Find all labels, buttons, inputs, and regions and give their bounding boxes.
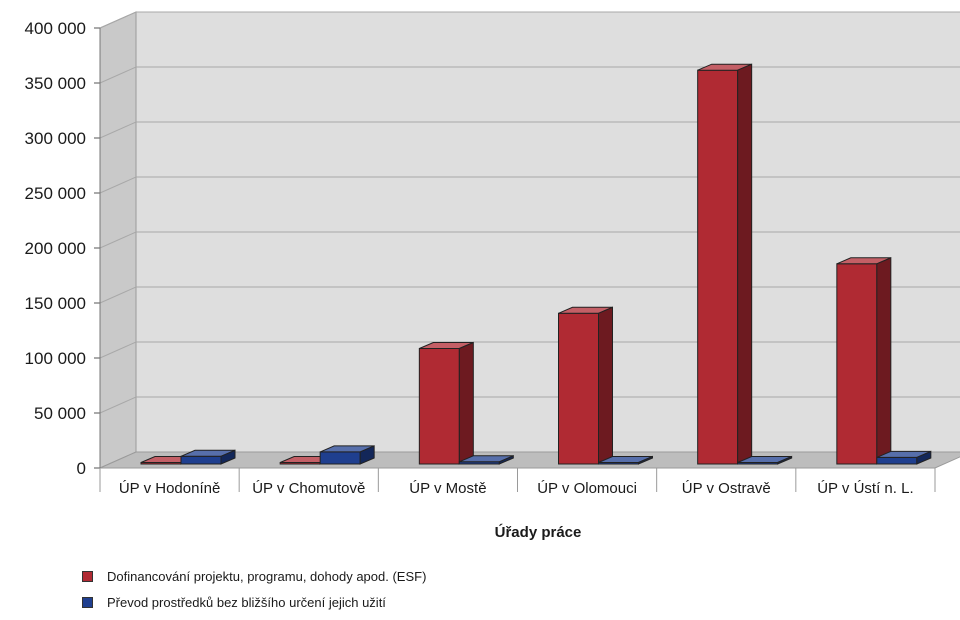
- bar-front: [418, 348, 460, 465]
- y-tick-label: 0: [77, 459, 86, 478]
- y-tick-label: 50 000: [34, 404, 86, 423]
- gridline: [99, 286, 960, 304]
- bar: [319, 445, 375, 465]
- x-tick-label: ÚP v Ostravě: [682, 480, 771, 497]
- bar: [180, 449, 236, 465]
- y-tick-label: 400 000: [25, 19, 86, 38]
- bar: [458, 455, 514, 465]
- legend-item: Převod prostředků bez bližšího určení je…: [82, 594, 426, 610]
- bar-side: [876, 257, 892, 465]
- y-tick-label: 300 000: [25, 129, 86, 148]
- bar-front: [836, 263, 878, 465]
- y-tick-label: 200 000: [25, 239, 86, 258]
- gridline: [99, 66, 960, 84]
- gridline: [99, 176, 960, 194]
- gridline: [99, 231, 960, 249]
- legend-item: Dofinancování projektu, programu, dohody…: [82, 568, 426, 584]
- gridline: [99, 341, 960, 359]
- bar: [598, 455, 653, 465]
- bar-side: [737, 63, 753, 465]
- y-axis-ticks: 0 50 000 100 000 150 000 200 000 250 000 300 0…: [25, 19, 101, 478]
- x-tick-label: ÚP v Mostě: [409, 480, 486, 497]
- bars: [140, 63, 932, 465]
- legend: Dofinancování projektu, programu, dohody…: [82, 568, 426, 620]
- y-tick-label: 150 000: [25, 294, 86, 313]
- bar-front: [180, 455, 222, 465]
- bar: [558, 306, 613, 465]
- bar-front: [697, 69, 739, 465]
- x-tick-label: ÚP v Hodoníně: [119, 480, 220, 497]
- x-axis-title: Úřady práce: [495, 523, 582, 541]
- bar-front: [558, 312, 599, 465]
- legend-label: Převod prostředků bez bližšího určení je…: [107, 594, 386, 610]
- bar-side: [220, 449, 236, 465]
- bar: [697, 63, 753, 465]
- x-tick-label: ÚP v Ústí n. L.: [817, 480, 913, 497]
- gridline: [99, 121, 960, 139]
- bar-side: [458, 341, 474, 465]
- x-tick-label: ÚP v Olomouci: [537, 480, 637, 497]
- chart-walls: [99, 11, 960, 469]
- gridline: [99, 11, 960, 29]
- bar-side: [359, 445, 375, 465]
- bar-side: [598, 306, 613, 465]
- bar: [876, 450, 932, 465]
- bar: [418, 341, 474, 465]
- gridlines: [99, 11, 960, 414]
- bar-front: [876, 456, 918, 465]
- bar-front: [319, 451, 361, 465]
- legend-label: Dofinancování projektu, programu, dohody…: [107, 568, 427, 584]
- y-tick-label: 100 000: [25, 349, 86, 368]
- bar-side: [638, 455, 653, 465]
- legend-swatch: [82, 570, 93, 582]
- gridline: [99, 396, 960, 414]
- y-tick-label: 350 000: [25, 74, 86, 93]
- bar-side: [777, 455, 793, 465]
- y-tick-label: 250 000: [25, 184, 86, 203]
- bar-side: [498, 455, 514, 465]
- x-tick-label: ÚP v Chomutově: [252, 480, 365, 497]
- bar: [737, 455, 793, 465]
- legend-swatch: [82, 596, 93, 608]
- bar: [836, 257, 892, 465]
- x-axis-categories: ÚP v Hodoníně ÚP v Chomutově ÚP v Mostě ÚP …: [99, 468, 936, 497]
- bar-side: [916, 450, 932, 465]
